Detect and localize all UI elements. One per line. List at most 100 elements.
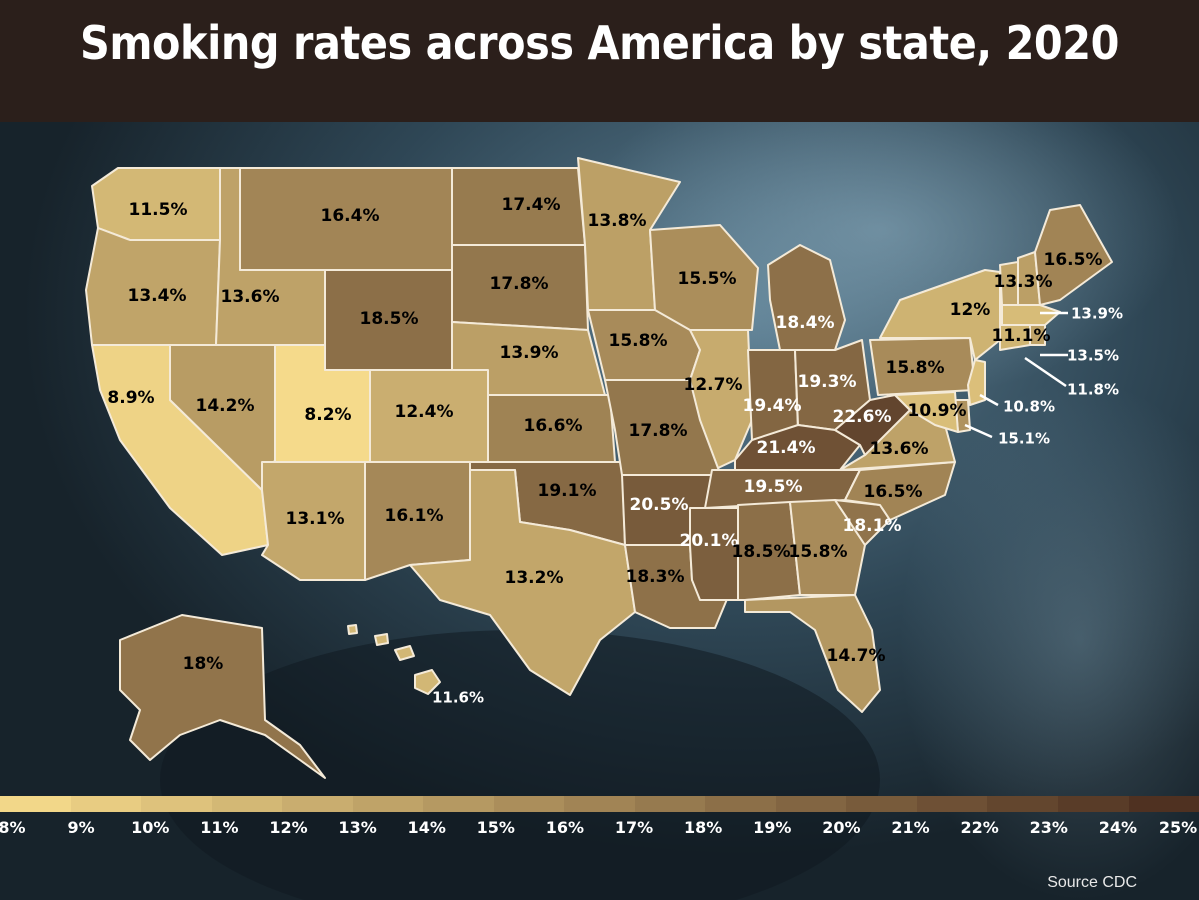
scale-tick-label: 19% <box>753 818 792 837</box>
scale-segment <box>211 796 283 812</box>
scale-tick-label: 9% <box>67 818 95 837</box>
scale-tick-label: 10% <box>131 818 170 837</box>
scale-tick-label: 24% <box>1098 818 1138 837</box>
scale-tick-label: 22% <box>960 818 999 837</box>
scale-tick-label: 16% <box>545 818 585 837</box>
label-or: 13.4% <box>128 286 187 306</box>
label-ky: 21.4% <box>757 438 816 458</box>
scale-segment <box>705 796 776 812</box>
scale-tick-label: 13% <box>338 818 377 837</box>
label-ks: 16.6% <box>524 416 583 436</box>
label-wv: 22.6% <box>833 407 892 427</box>
label-sc: 18.1% <box>843 516 902 536</box>
state-rhode-island <box>1029 324 1046 346</box>
state-texas <box>409 469 636 696</box>
state-florida <box>744 594 881 713</box>
state-maryland <box>894 391 959 433</box>
state-michigan <box>767 244 846 351</box>
state-wisconsin <box>649 224 759 331</box>
page-title: Smoking rates across America by state, 2… <box>79 16 1119 70</box>
label-vt: 13.3% <box>994 272 1053 292</box>
scale-tick-label: 11% <box>200 818 239 837</box>
scale-segment <box>0 796 71 812</box>
label-ak: 18% <box>183 654 224 674</box>
hawaii-island-kauai <box>347 624 358 635</box>
scale-segment <box>70 796 142 812</box>
state-alaska <box>119 614 326 779</box>
label-nc: 16.5% <box>864 482 923 502</box>
state-new-york <box>879 269 1001 361</box>
label-in: 19.4% <box>743 396 802 416</box>
us-map: 11.5% 13.4% 8.9% 13.6% 14.2% 8.2% 13.1% … <box>85 157 1123 779</box>
label-tn: 19.5% <box>744 477 803 497</box>
label-mt: 16.4% <box>321 206 380 226</box>
label-wi: 15.5% <box>678 269 737 289</box>
label-sd: 17.8% <box>490 274 549 294</box>
source-credit: Source CDC <box>1047 874 1137 891</box>
scale-segment <box>634 796 706 812</box>
label-ar: 20.5% <box>630 495 689 515</box>
label-ne: 13.9% <box>500 343 559 363</box>
label-mo: 17.8% <box>629 421 688 441</box>
leader-lines <box>964 311 1068 439</box>
scale-segment <box>282 796 353 812</box>
color-scale-bar <box>0 796 1199 812</box>
scale-tick-label: 18% <box>684 818 723 837</box>
scale-segment <box>775 796 847 812</box>
scale-segment <box>916 796 988 812</box>
label-nv: 14.2% <box>196 396 255 416</box>
scale-segment <box>987 796 1058 812</box>
scale-segment <box>1128 796 1199 812</box>
state-hawaii <box>414 669 441 695</box>
scale-tick-label: 8% <box>0 818 26 837</box>
scale-segment <box>352 796 424 812</box>
color-scale-ticks: 8% 9% 10% 11% 12% 13% 14% 15% 16% 17% 18% 19% 20% 21%… <box>0 818 1199 840</box>
label-nd: 17.4% <box>502 195 561 215</box>
label-az: 13.1% <box>286 509 345 529</box>
state-alabama <box>737 501 801 601</box>
label-ma: 11.1% <box>992 326 1051 346</box>
label-la: 18.3% <box>626 567 685 587</box>
label-mn: 13.8% <box>588 211 647 231</box>
label-wy: 18.5% <box>360 309 419 329</box>
label-me: 16.5% <box>1044 250 1103 270</box>
scale-tick-label: 23% <box>1029 818 1068 837</box>
state-north-carolina <box>844 461 956 521</box>
scale-tick-label: 21% <box>891 818 930 837</box>
label-md: 10.9% <box>908 401 967 421</box>
label-nj: 10.8% <box>1003 398 1055 416</box>
hawaii-island-maui <box>394 645 415 661</box>
title-banner: Smoking rates across America by state, 2… <box>0 0 1199 122</box>
label-ri: 13.5% <box>1067 347 1119 365</box>
state-new-jersey <box>967 359 986 406</box>
state-massachusetts <box>1001 304 1061 326</box>
scale-tick-label: 14% <box>407 818 446 837</box>
label-co: 12.4% <box>395 402 454 422</box>
scale-tick-label: 12% <box>269 818 308 837</box>
label-fl: 14.7% <box>827 646 886 666</box>
label-il: 12.7% <box>684 375 743 395</box>
label-oh: 19.3% <box>798 372 857 392</box>
label-ca: 8.9% <box>107 388 154 408</box>
scale-segment <box>493 796 565 812</box>
state-georgia <box>789 499 866 596</box>
label-ok: 19.1% <box>538 481 597 501</box>
label-nh: 13.9% <box>1071 305 1123 323</box>
label-id: 13.6% <box>221 287 280 307</box>
label-ga: 15.8% <box>789 542 848 562</box>
scale-tick-label: 17% <box>614 818 654 837</box>
scale-segment <box>423 796 494 812</box>
label-wa: 11.5% <box>129 200 188 220</box>
label-al: 18.5% <box>732 542 791 562</box>
label-pa: 15.8% <box>886 358 945 378</box>
label-de: 15.1% <box>998 430 1050 448</box>
label-ct: 11.8% <box>1067 381 1119 399</box>
label-ia: 15.8% <box>609 331 668 351</box>
scale-segment <box>564 796 635 812</box>
scale-segment <box>846 796 917 812</box>
label-ut: 8.2% <box>304 405 351 425</box>
label-mi: 18.4% <box>776 313 835 333</box>
scale-tick-label: 20% <box>822 818 861 837</box>
scale-tick-label: 25% <box>1158 818 1198 837</box>
